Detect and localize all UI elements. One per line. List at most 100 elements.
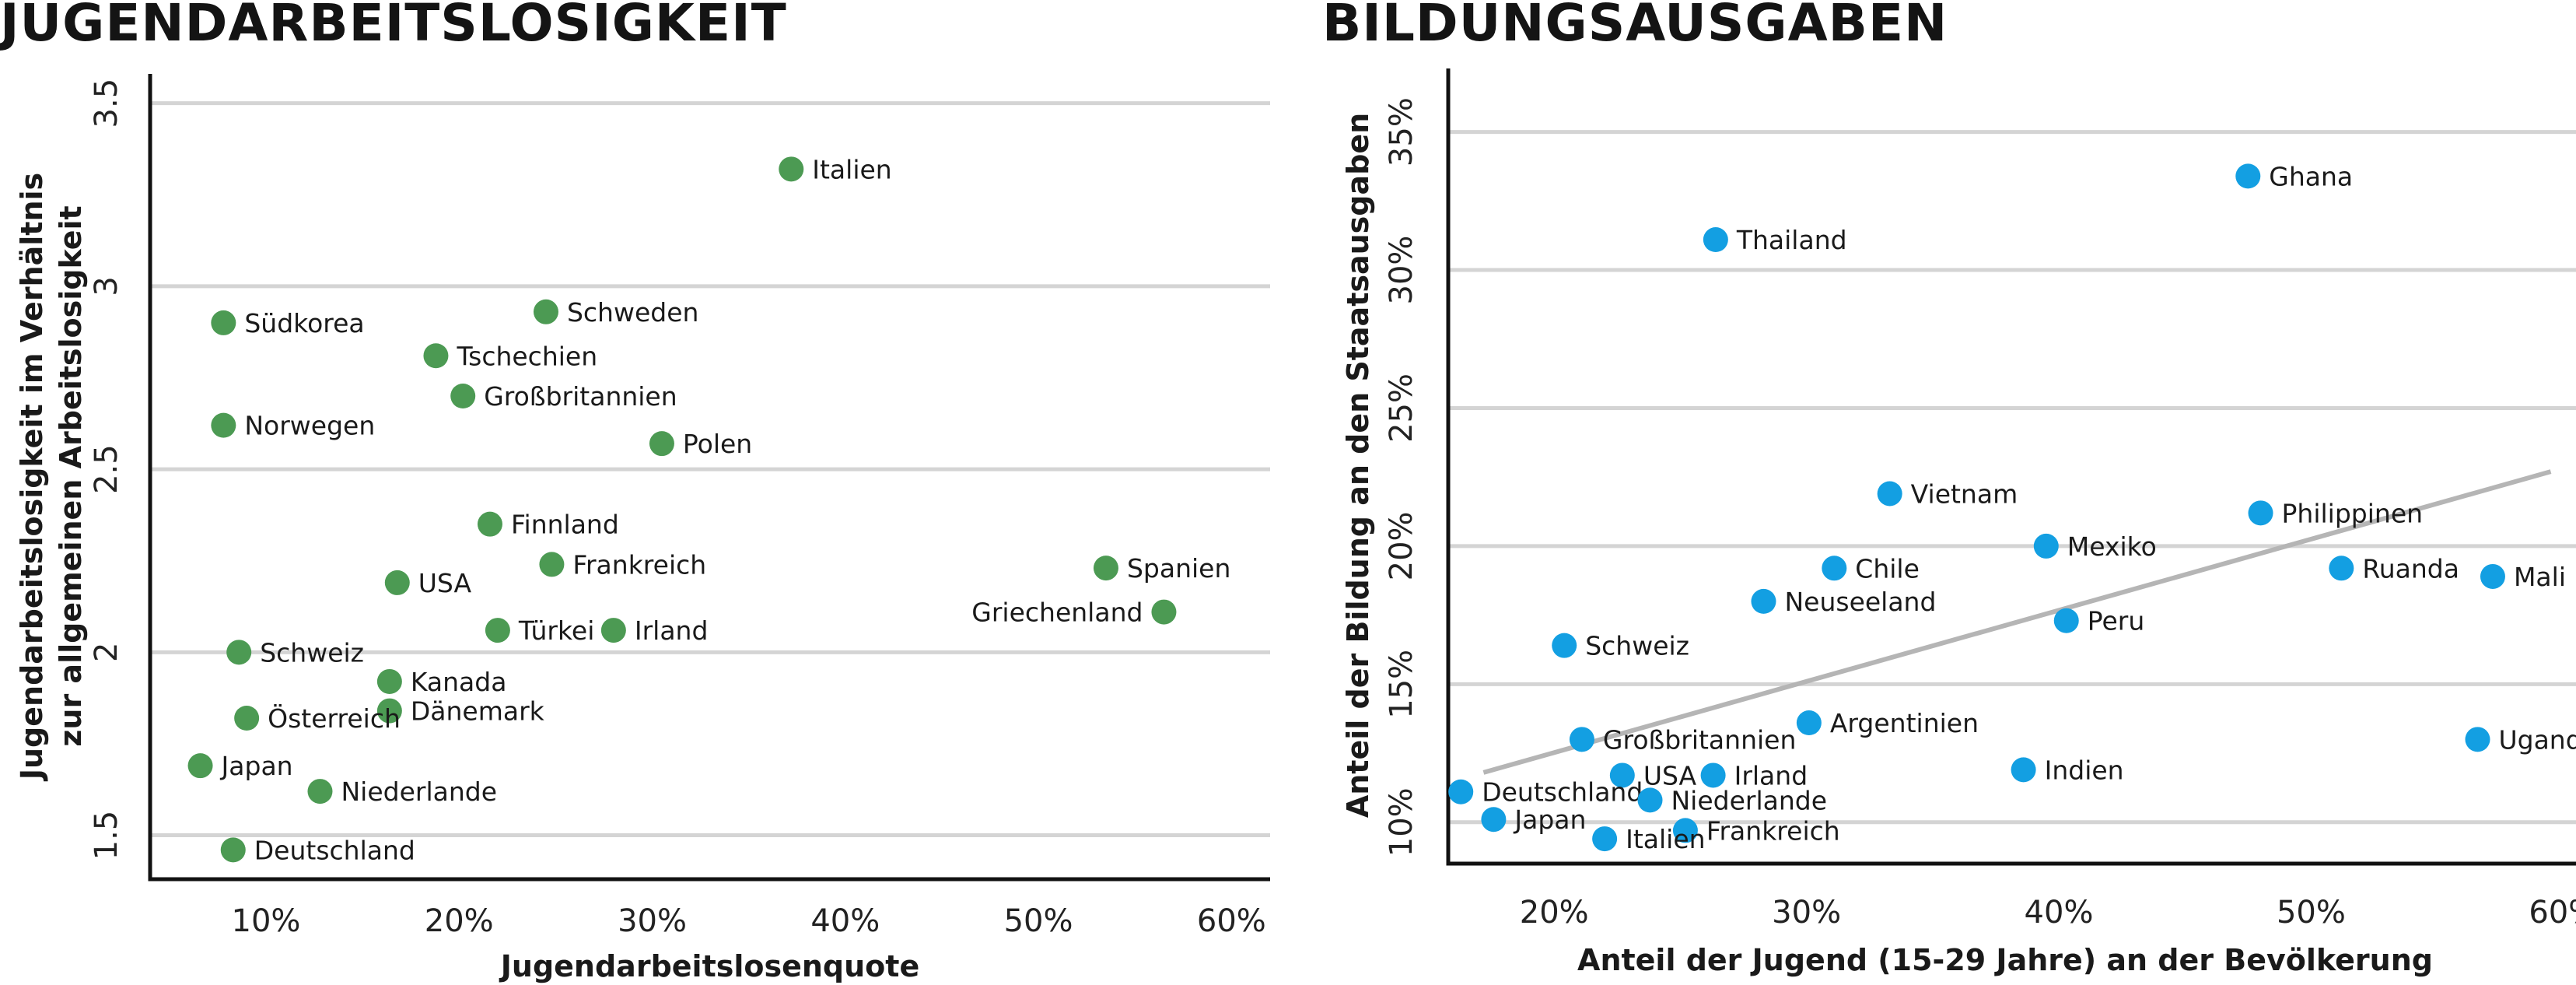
y-axis-label-line-1: Jugendarbeitslosigkeit im Verhältnis (15, 173, 49, 782)
y-tick-label: 3.5 (89, 79, 124, 128)
x-tick-label: 30% (618, 903, 687, 939)
point-label: USA (1643, 760, 1697, 790)
point-label: Finnland (511, 510, 619, 540)
y-tick-label: 20% (1384, 511, 1419, 580)
point-label: Niederlande (1671, 785, 1828, 815)
data-point (187, 753, 213, 779)
x-tick-labels: 20% 30% 40% 50% 60% (1520, 895, 2576, 931)
data-point (485, 618, 510, 643)
y-axis-label-line-2: zur allgemeinen Arbeitslosigkeit (54, 205, 88, 746)
point-label: Deutschland (1482, 777, 1643, 808)
gridlines (150, 101, 1270, 838)
data-point (211, 412, 236, 438)
y-axis-label: Jugendarbeitslosigkeit im Verhältnis zur… (15, 173, 88, 782)
data-point (533, 299, 558, 324)
data-point (1877, 481, 1902, 507)
x-tick-label: 20% (425, 903, 494, 939)
point-label: Italien (812, 154, 891, 184)
data-points: Italien Schweden Südkorea Tschechien Großbri… (187, 154, 1230, 865)
point-label: Philippinen (2282, 498, 2424, 528)
point-label: Großbritannien (484, 381, 677, 412)
data-point (1751, 588, 1776, 614)
point-label: Chile (1855, 553, 1920, 584)
point-label: Spanien (1127, 553, 1230, 584)
point-label: Griechenland (971, 598, 1143, 628)
point-label: Vietnam (1911, 478, 2018, 509)
point-label: Uganda (2498, 724, 2576, 755)
data-point (539, 552, 565, 577)
point-label: Ghana (2269, 161, 2353, 191)
chart-title: BILDUNGSAUSGABEN (1322, 0, 1948, 53)
x-tick-label: 40% (810, 903, 880, 939)
y-tick-label: 2 (89, 643, 124, 662)
point-label: Polen (683, 429, 752, 459)
point-label: Neuseeland (1784, 587, 1936, 617)
data-point (1481, 807, 1507, 833)
point-label: Peru (2088, 606, 2145, 636)
data-point (600, 618, 626, 643)
y-tick-label: 1.5 (89, 811, 124, 861)
data-point (1703, 227, 1728, 253)
chart-title: JUGENDARBEITSLOSIGKEIT (0, 0, 787, 53)
point-label: Mali (2514, 562, 2566, 592)
data-point (1569, 727, 1594, 752)
point-label: Großbritannien (1603, 724, 1796, 755)
data-point (2329, 556, 2354, 581)
data-point (2235, 163, 2261, 189)
x-axis-label: Anteil der Jugend (15-29 Jahre) an der B… (1577, 943, 2433, 977)
data-point (384, 570, 410, 595)
x-tick-label: 50% (2277, 895, 2346, 931)
x-axis-label: Jugendarbeitslosenquote (499, 949, 919, 983)
data-points: Ghana Thailand Vietnam Philippinen Mexiko Chi… (1448, 161, 2576, 854)
point-label: Japan (220, 751, 293, 781)
y-tick-label: 30% (1384, 236, 1419, 305)
x-tick-label: 40% (2025, 895, 2094, 931)
y-tick-labels: 1.5 2 2.5 3 3.5 (89, 79, 124, 861)
y-tick-label: 3 (89, 276, 124, 296)
data-point (2011, 757, 2036, 783)
point-label: Ruanda (2362, 553, 2459, 584)
x-tick-label: 60% (1197, 903, 1266, 939)
point-label: Türkei (518, 615, 595, 646)
point-label: Frankreich (572, 549, 706, 580)
data-point (376, 668, 402, 694)
data-point (779, 156, 804, 182)
point-label: Österreich (268, 703, 401, 734)
data-point (1448, 779, 1474, 804)
point-label: Dänemark (411, 696, 545, 727)
point-label: USA (418, 568, 472, 598)
data-point (2248, 500, 2273, 526)
data-point (1592, 826, 1618, 852)
point-label: Schweiz (260, 637, 364, 668)
data-point (2053, 608, 2079, 633)
point-label: Mexiko (2067, 531, 2157, 562)
y-axis-label-line-1: Anteil der Bildung an den Staatsausgaben (1341, 113, 1375, 818)
data-point (376, 698, 402, 724)
point-label: Kanada (411, 667, 507, 697)
data-point (1552, 633, 1577, 658)
point-label: Irland (1734, 760, 1808, 790)
data-point (2033, 533, 2059, 559)
point-label: Tschechien (456, 341, 597, 371)
trendline-layer (1482, 469, 2552, 775)
x-tick-label: 20% (1520, 895, 1589, 931)
y-tick-label: 25% (1384, 373, 1419, 443)
data-point (1093, 556, 1118, 581)
youth-unemployment-chart: JUGENDARBEITSLOSIGKEIT 10% 20% 30% 40% 50% 60… (0, 0, 1270, 983)
point-label: Schweiz (1585, 631, 1689, 661)
data-point (307, 779, 333, 804)
education-spending-chart: BILDUNGSAUSGABEN 20% 30% 40% 50% 60% 10% 15% 2… (1322, 0, 2576, 977)
data-point (1637, 787, 1663, 813)
data-point (1672, 818, 1698, 843)
point-label: Italien (1626, 824, 1705, 854)
y-tick-label: 15% (1384, 650, 1419, 719)
data-point (450, 384, 476, 408)
point-label: Thailand (1736, 225, 1847, 255)
gridlines (1448, 130, 2576, 825)
point-label: Japan (1513, 804, 1586, 835)
point-label: Südkorea (244, 308, 364, 338)
data-point (1609, 762, 1635, 788)
data-point (1151, 599, 1177, 625)
axes (1446, 68, 2576, 866)
